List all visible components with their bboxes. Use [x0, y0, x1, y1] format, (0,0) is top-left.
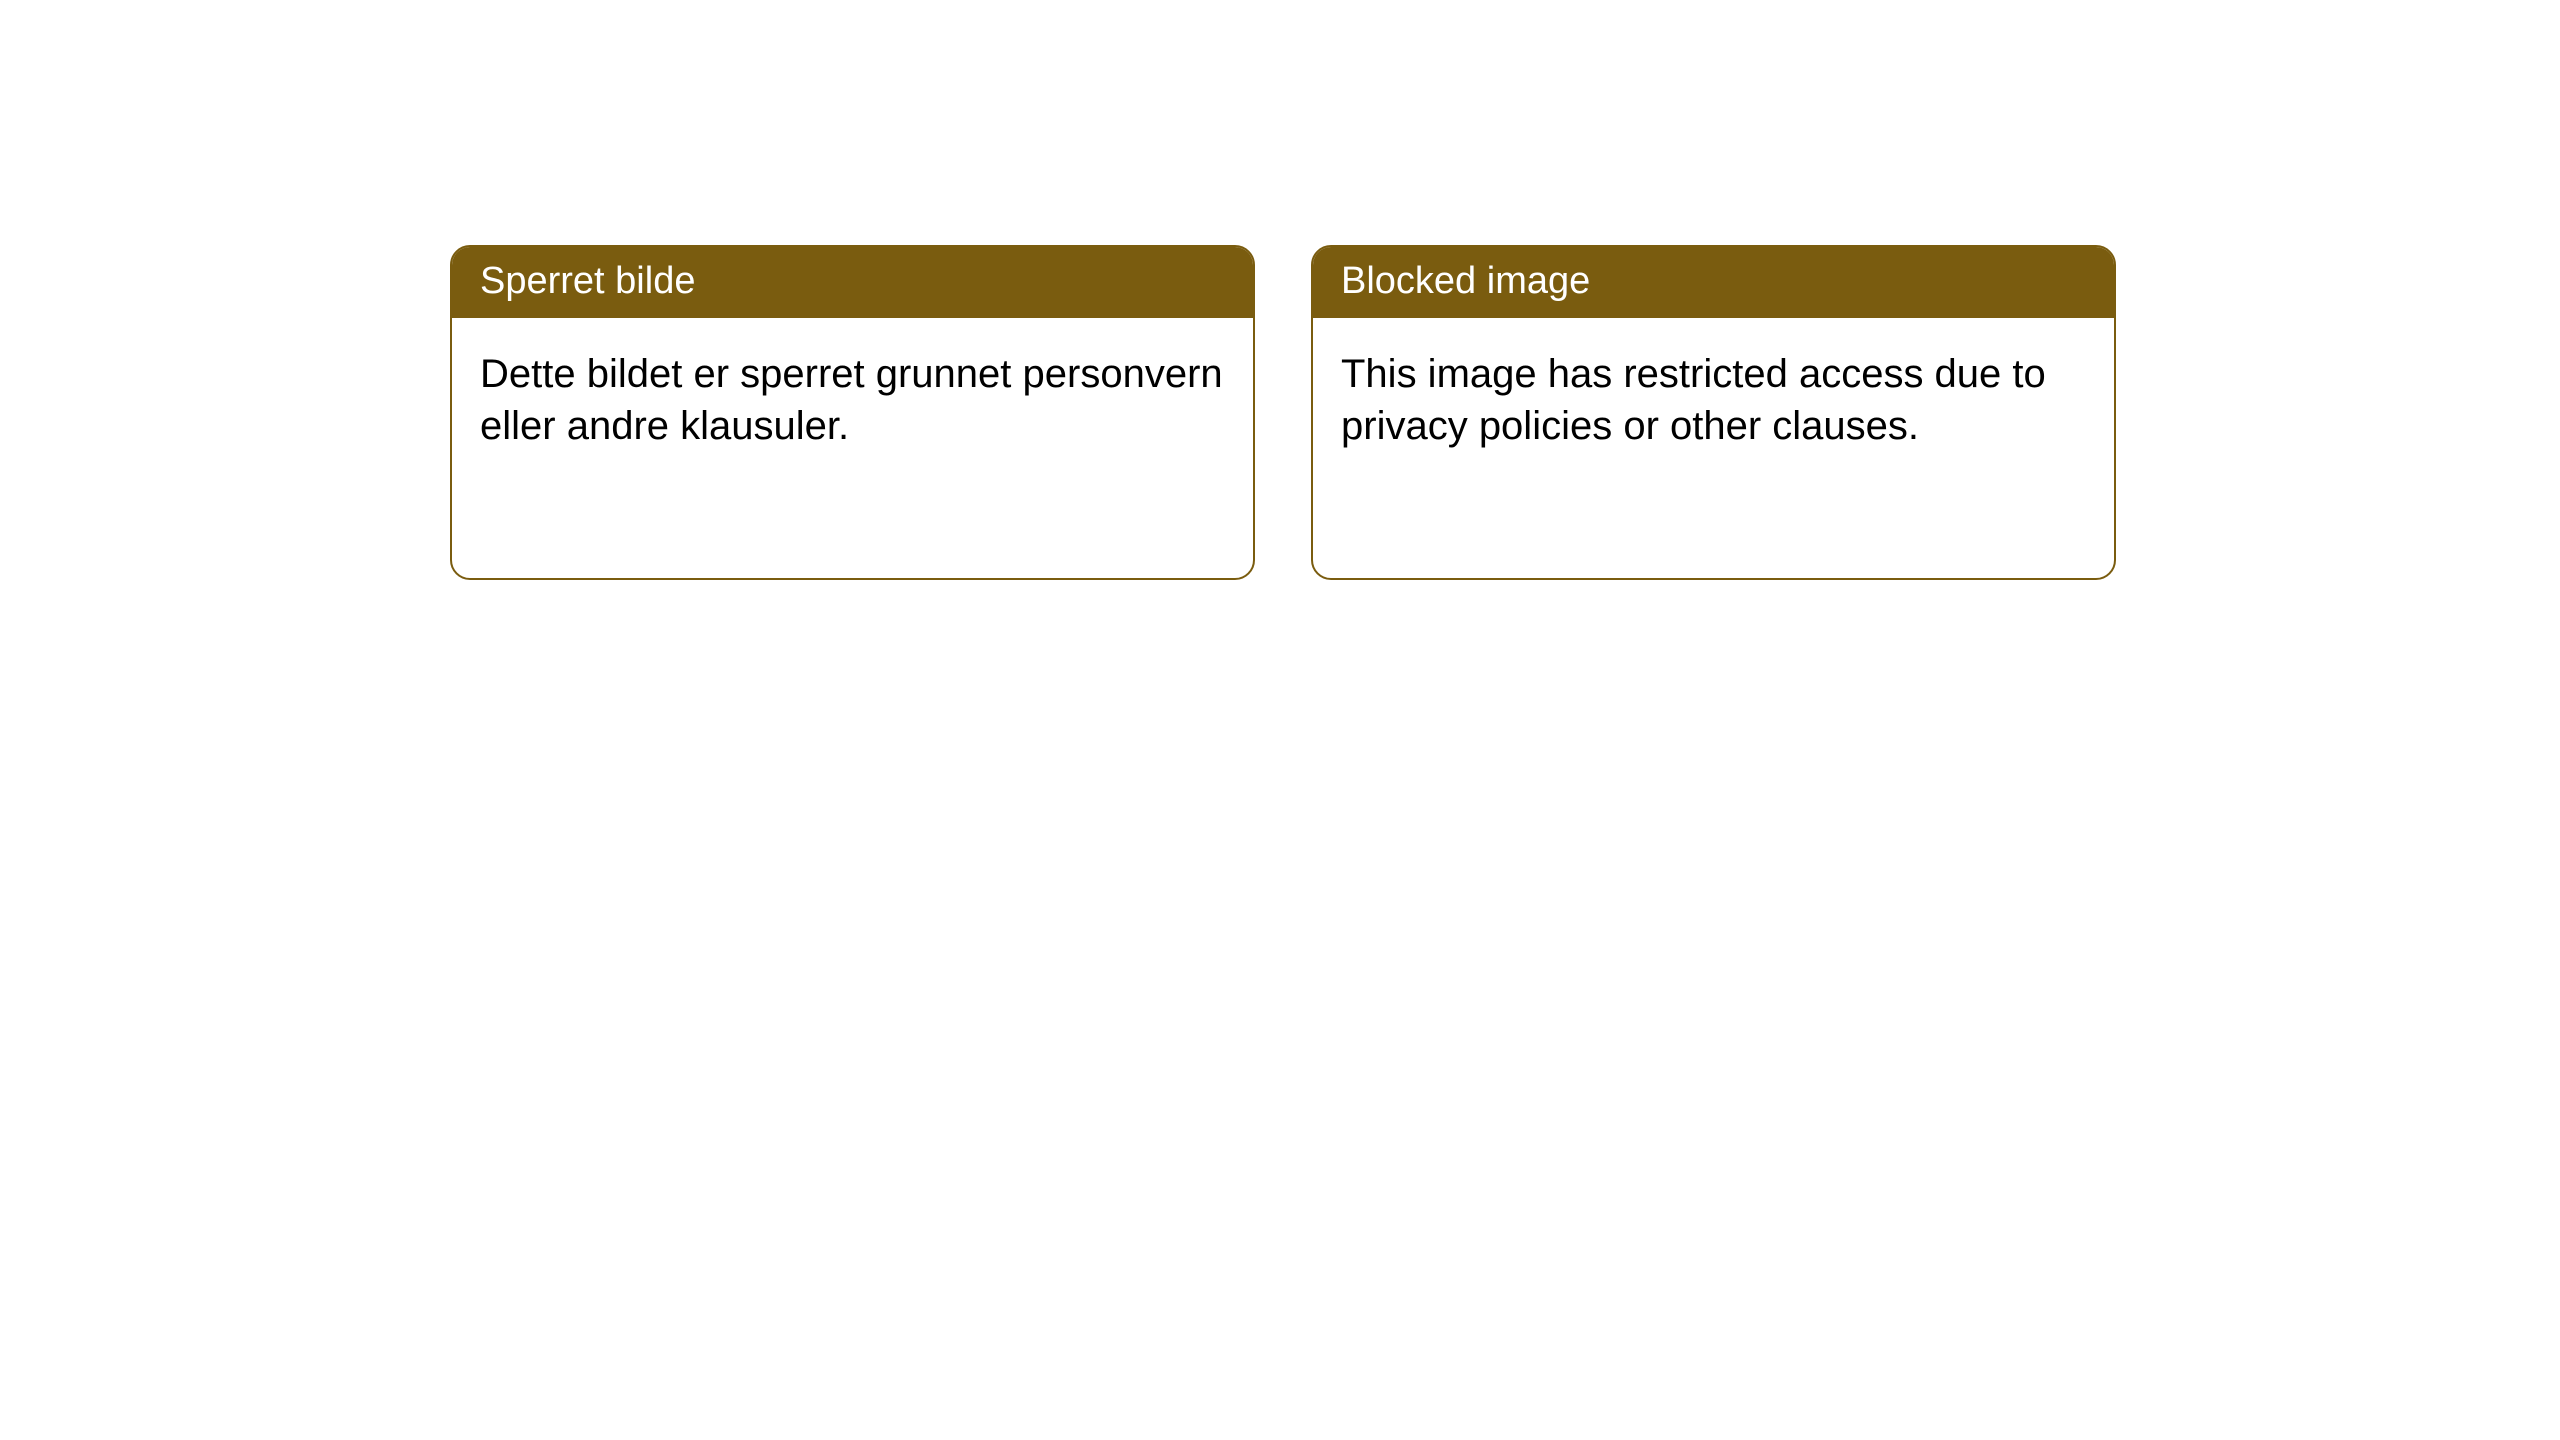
notice-card-english: Blocked image This image has restricted …	[1311, 245, 2116, 580]
card-title: Blocked image	[1341, 260, 1590, 302]
card-header: Sperret bilde	[452, 247, 1253, 318]
card-body-text: This image has restricted access due to …	[1341, 352, 2046, 448]
card-body: This image has restricted access due to …	[1313, 318, 2114, 482]
notice-container: Sperret bilde Dette bildet er sperret gr…	[0, 0, 2560, 580]
card-header: Blocked image	[1313, 247, 2114, 318]
card-body: Dette bildet er sperret grunnet personve…	[452, 318, 1253, 482]
card-title: Sperret bilde	[480, 260, 695, 302]
card-body-text: Dette bildet er sperret grunnet personve…	[480, 352, 1223, 448]
notice-card-norwegian: Sperret bilde Dette bildet er sperret gr…	[450, 245, 1255, 580]
